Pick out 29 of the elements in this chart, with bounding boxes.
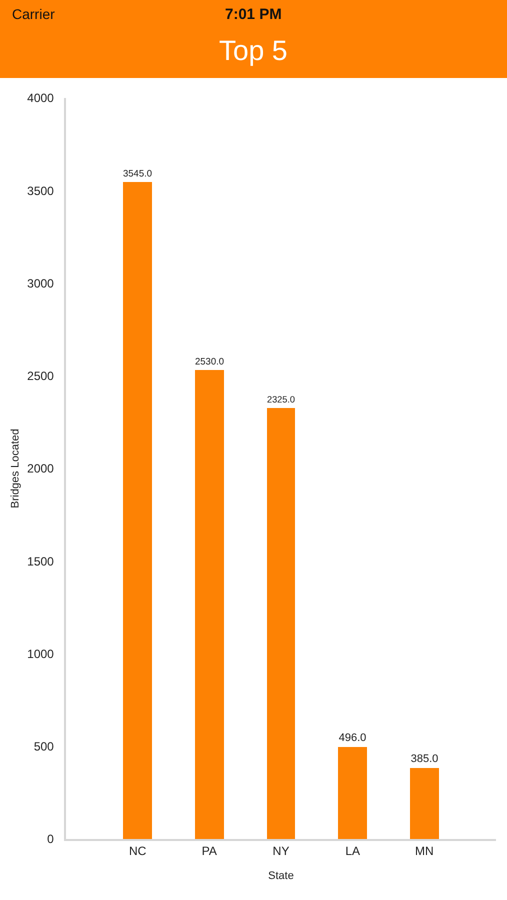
y-tick-label: 2000 [27, 462, 54, 476]
y-tick-label: 1000 [27, 646, 54, 661]
data-label: 385.0 [410, 753, 438, 765]
data-label: 2530.0 [195, 356, 224, 368]
x-axis-title: State [268, 870, 294, 882]
x-tick-label: LA [345, 844, 360, 858]
bar [410, 768, 439, 839]
y-tick-label: 2500 [27, 369, 54, 384]
bar [123, 182, 152, 839]
bar [267, 408, 295, 839]
x-tick-label: MN [414, 844, 434, 858]
text: Carrier [12, 6, 56, 22]
y-tick-label: 4000 [27, 91, 54, 106]
data-label: 2325.0 [267, 394, 295, 405]
text: 7:01 PM [225, 6, 282, 23]
x-tick-label: PA [202, 844, 217, 858]
y-axis-title: Bridges Located [9, 428, 22, 508]
y-tick-label: 3500 [27, 184, 54, 198]
chart-title: Top 5 [219, 35, 288, 66]
x-tick-label: NY [272, 844, 290, 858]
data-label: 496.0 [338, 732, 366, 744]
x-tick-label: NC [129, 844, 147, 858]
y-tick-label: 0 [47, 832, 54, 846]
y-tick-label: 1500 [27, 554, 54, 568]
y-tick-label: 500 [34, 740, 54, 754]
bar [338, 747, 367, 839]
data-label: 3545.0 [123, 168, 152, 180]
bar [195, 370, 224, 839]
y-tick-label: 3000 [27, 276, 54, 290]
